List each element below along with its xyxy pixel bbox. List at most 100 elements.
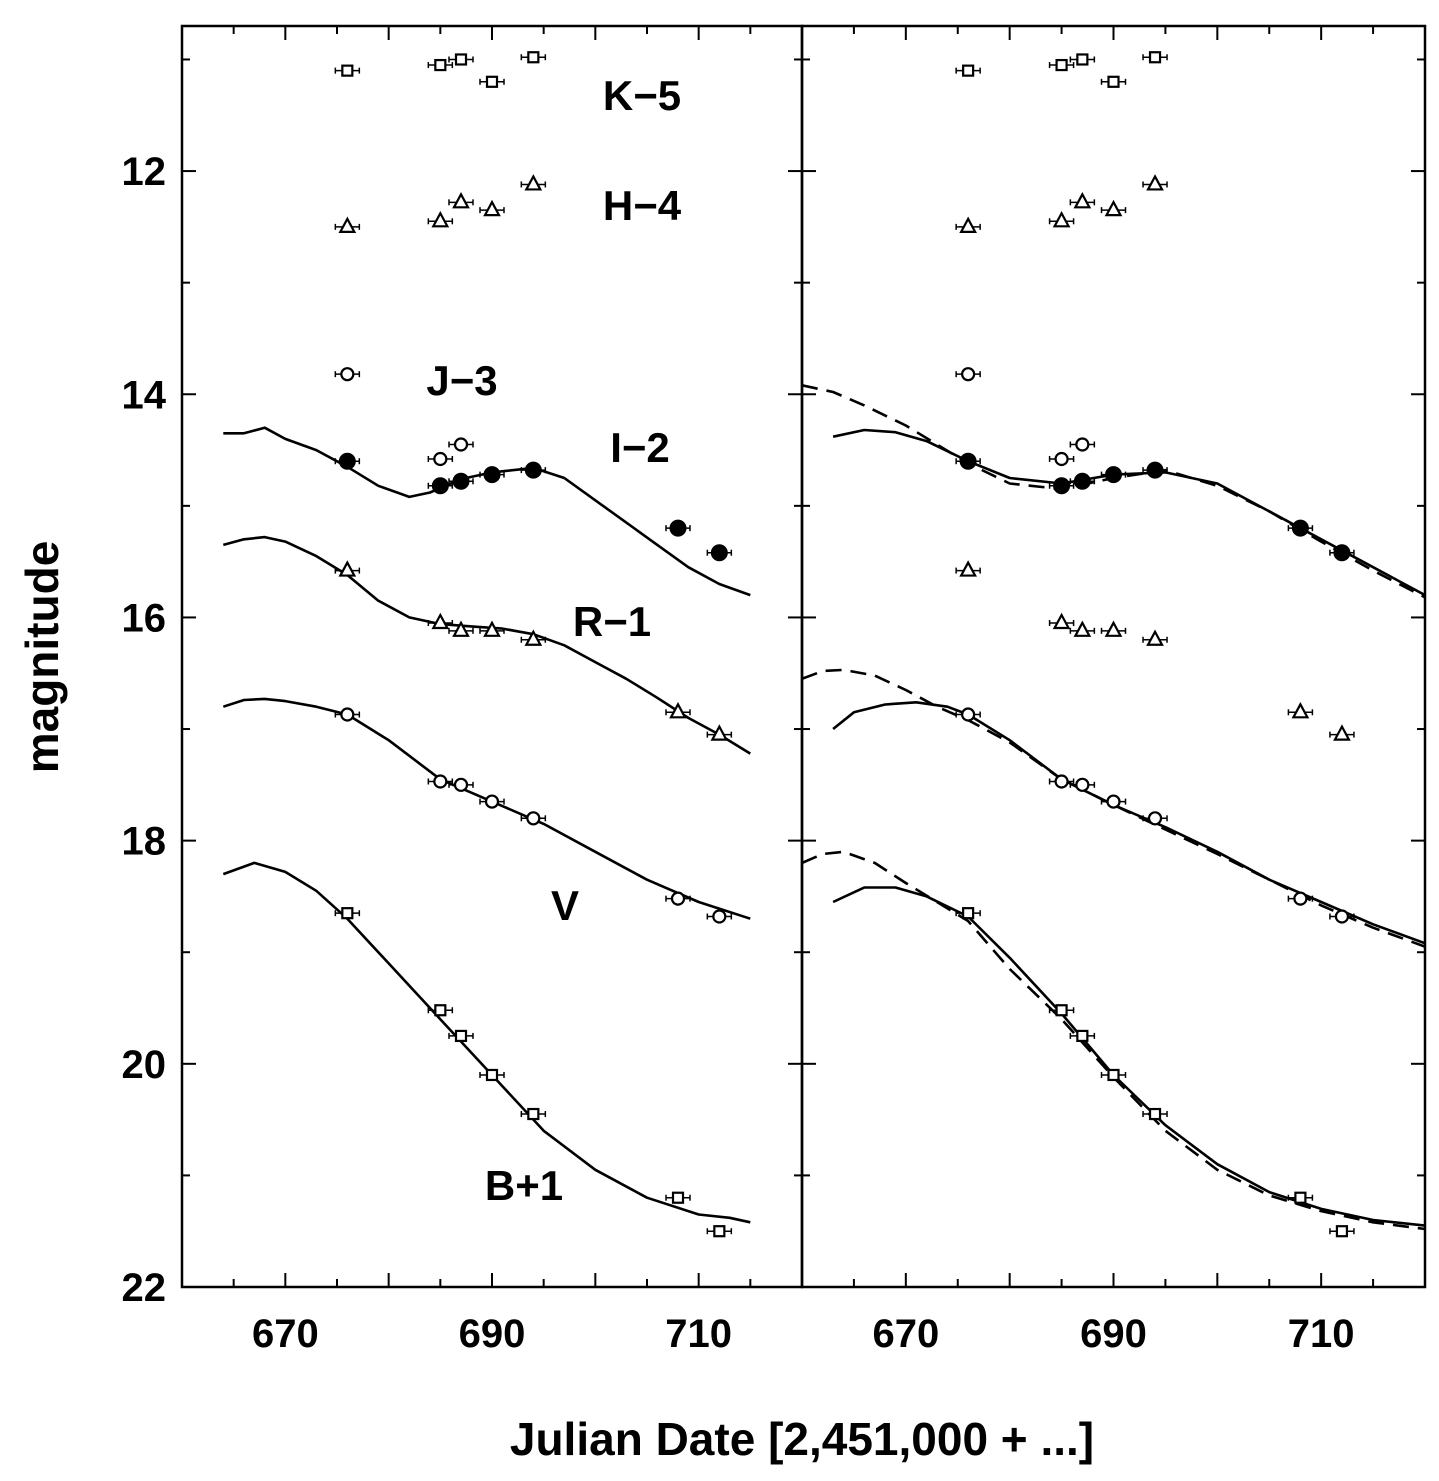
filled-circle-marker (524, 461, 542, 479)
square-marker (962, 907, 975, 920)
k-5-point (448, 53, 474, 66)
x-tick-label: 670 (252, 1312, 319, 1356)
i-2-point (1142, 461, 1168, 479)
open-circle-marker (1054, 774, 1069, 789)
b-1-point (1100, 1068, 1127, 1082)
triangle-marker (1146, 629, 1164, 646)
i-2-point (1100, 466, 1127, 484)
i-2-point (1329, 544, 1355, 562)
triangle-marker (452, 620, 470, 637)
b-1-point (1142, 1107, 1168, 1121)
filled-circle-marker (483, 466, 501, 484)
square-marker (434, 1004, 447, 1017)
h-4-band-label: H−4 (603, 182, 682, 229)
v-band-label: V (551, 882, 579, 929)
b-1-point (479, 1068, 505, 1082)
y-tick-label: 16 (122, 596, 167, 640)
triangle-marker (524, 629, 543, 646)
v-point (1142, 811, 1168, 826)
open-circle-marker (453, 437, 469, 452)
filled-circle-marker (1291, 519, 1309, 537)
b-1-model-dashed--curve (802, 850, 1425, 1231)
v-point (1287, 891, 1314, 906)
square-marker (454, 53, 468, 66)
square-marker (527, 51, 540, 64)
v-point (955, 707, 981, 722)
b-1-model-curve (222, 861, 751, 1224)
k-5-point (479, 75, 505, 88)
filled-circle-marker (1053, 477, 1071, 495)
r-1-point (479, 620, 505, 637)
r-1-point (427, 612, 454, 630)
x-tick-label: 670 (872, 1312, 939, 1356)
triangle-marker (1073, 620, 1092, 637)
triangle-marker (1104, 620, 1123, 637)
i-2-point (706, 544, 733, 562)
j-3-point (1069, 437, 1096, 452)
triangle-marker (1291, 701, 1310, 719)
triangle-marker (524, 174, 543, 191)
i-2-point (1287, 519, 1314, 537)
b-1-band-label: B+1 (485, 1162, 563, 1209)
k-5-point (334, 64, 361, 77)
v-point (1329, 909, 1355, 924)
v-model-curve (222, 697, 751, 920)
i-2-point (955, 452, 981, 470)
r-1-point (1100, 620, 1127, 637)
j-3-point (1048, 451, 1075, 467)
x-tick-label: 690 (1080, 1312, 1147, 1356)
square-marker (485, 1068, 499, 1082)
h-4-point (1069, 191, 1096, 209)
triangle-marker (1052, 210, 1071, 228)
h-4-point (1100, 199, 1127, 217)
b-1-point (665, 1191, 691, 1204)
open-circle-marker (1293, 891, 1308, 906)
k-5-point (955, 64, 981, 77)
triangle-marker (483, 620, 501, 637)
triangle-marker (483, 199, 501, 217)
square-marker (527, 1107, 540, 1121)
triangle-marker (1333, 724, 1351, 741)
v-point (479, 794, 505, 809)
r-1-point (1048, 612, 1075, 630)
y-tick-label: 14 (122, 373, 167, 417)
filled-circle-marker (1073, 472, 1091, 490)
r-1-point (665, 701, 691, 719)
square-marker (485, 75, 499, 88)
i-2-band-label: I−2 (610, 424, 670, 471)
v-point (520, 811, 547, 826)
r-1-point (520, 629, 547, 646)
triangle-marker (1104, 199, 1123, 217)
square-marker (1294, 1191, 1307, 1204)
square-marker (1076, 53, 1089, 66)
triangle-marker (959, 560, 977, 577)
r-1-point (955, 560, 981, 577)
i-2-model-dashed--curve (802, 384, 1425, 599)
square-marker (1107, 75, 1120, 88)
k-5-point (1142, 51, 1168, 64)
v-point (448, 777, 474, 792)
square-marker (341, 64, 354, 77)
square-marker (1335, 1225, 1349, 1238)
triangle-marker (959, 216, 977, 233)
j-3-point (448, 437, 474, 452)
b-1-point (427, 1004, 454, 1017)
h-4-point (1048, 210, 1075, 228)
filled-circle-marker (1333, 544, 1351, 562)
square-marker (671, 1191, 685, 1204)
open-circle-marker (1147, 811, 1163, 826)
h-4-point (520, 174, 547, 191)
open-circle-marker (1075, 437, 1090, 452)
i-2-model-curve (223, 426, 751, 597)
triangle-marker (669, 701, 687, 719)
square-marker (1148, 51, 1162, 64)
square-marker (1076, 1029, 1089, 1043)
i-2-point (448, 472, 474, 490)
triangle-marker (431, 612, 450, 630)
triangle-marker (710, 724, 729, 741)
j-3-point (334, 367, 361, 382)
j-3-band-label: J−3 (426, 357, 497, 404)
y-tick-label: 18 (122, 820, 167, 864)
b-1-point (1287, 1191, 1314, 1204)
